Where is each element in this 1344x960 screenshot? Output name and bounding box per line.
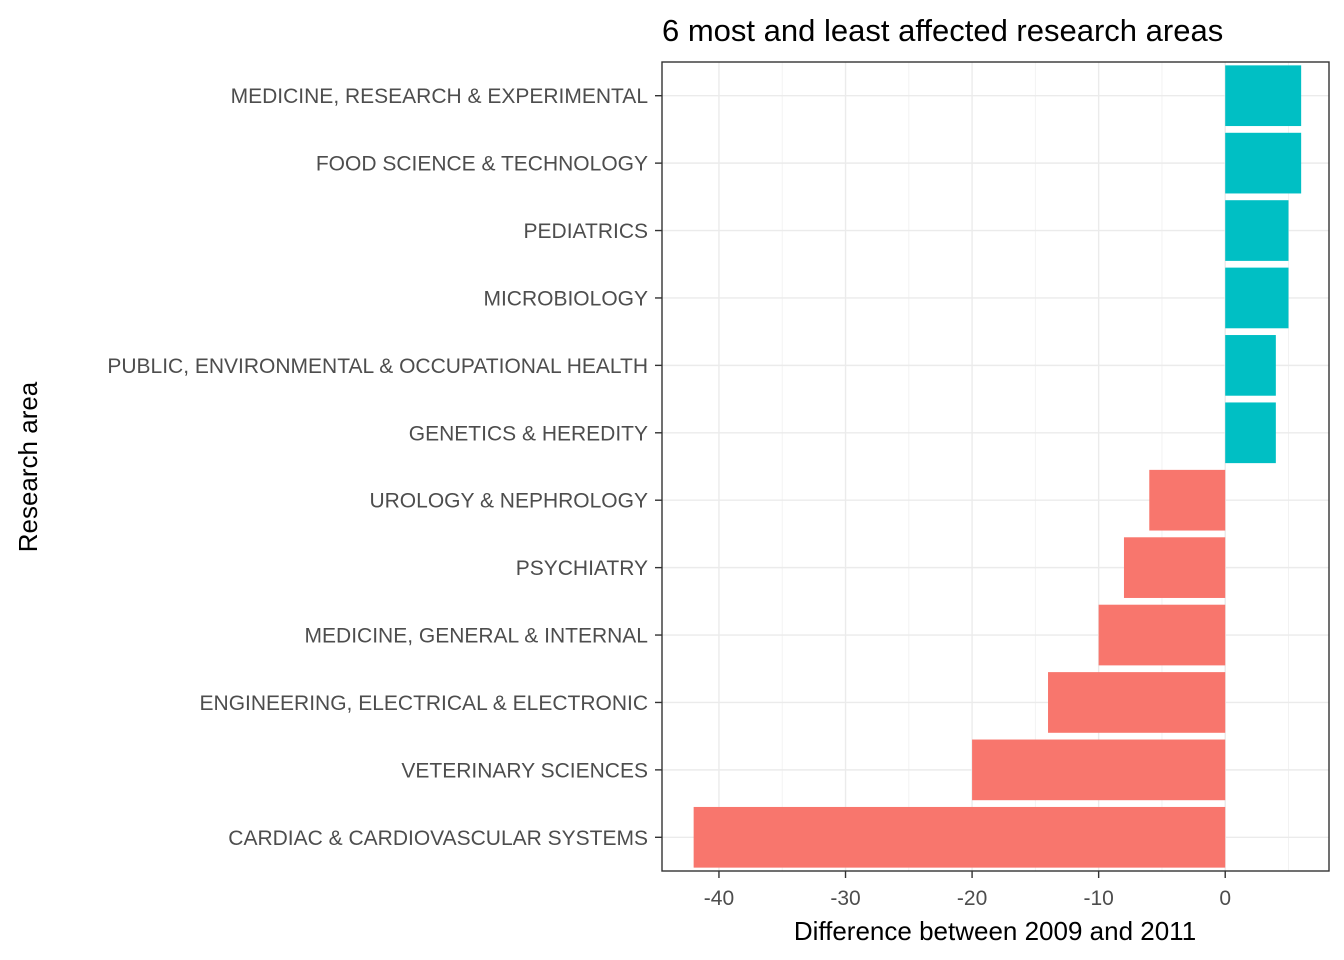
bar-8 xyxy=(1123,537,1226,598)
y-tick-label: UROLOGY & NEPHROLOGY xyxy=(369,490,648,513)
x-axis: -40 -30 -20 -10 0 xyxy=(704,871,1231,910)
x-tick-label: 0 xyxy=(1219,887,1231,910)
x-tick-label: -20 xyxy=(957,887,987,910)
bar-10 xyxy=(1048,672,1226,733)
y-tick-label: MEDICINE, RESEARCH & EXPERIMENTAL xyxy=(231,85,648,108)
y-axis: MEDICINE, RESEARCH & EXPERIMENTAL FOOD SC… xyxy=(107,85,662,850)
bar-1 xyxy=(1225,65,1302,127)
bar-4 xyxy=(1225,267,1289,329)
x-tick-label: -10 xyxy=(1083,887,1113,910)
bar-9 xyxy=(1098,604,1226,666)
bar-6 xyxy=(1225,402,1276,464)
chart-title: 6 most and least affected research areas xyxy=(662,13,1223,48)
y-tick-label: MICROBIOLOGY xyxy=(483,287,648,310)
y-tick-label: PUBLIC, ENVIRONMENTAL & OCCUPATIONAL HEA… xyxy=(107,355,648,378)
x-tick-label: -30 xyxy=(830,887,860,910)
x-axis-title: Difference between 2009 and 2011 xyxy=(794,916,1196,946)
y-tick-label: PSYCHIATRY xyxy=(516,557,648,580)
y-tick-label: FOOD SCIENCE & TECHNOLOGY xyxy=(316,153,648,176)
bar-3 xyxy=(1225,200,1289,261)
panel-border xyxy=(661,61,1330,872)
y-tick-label: VETERINARY SCIENCES xyxy=(401,759,648,782)
y-tick-label: MEDICINE, GENERAL & INTERNAL xyxy=(305,625,648,648)
bar-2 xyxy=(1225,132,1302,194)
bar-12 xyxy=(693,806,1226,868)
y-axis-title: Research area xyxy=(13,381,43,552)
bar-5 xyxy=(1225,335,1276,396)
y-tick-label: PEDIATRICS xyxy=(524,220,648,243)
y-tick-label: GENETICS & HEREDITY xyxy=(409,422,648,445)
bars xyxy=(693,65,1302,868)
y-tick-label: CARDIAC & CARDIOVASCULAR SYSTEMS xyxy=(228,827,648,850)
bar-11 xyxy=(972,739,1226,801)
x-tick-label: -40 xyxy=(704,887,734,910)
y-tick-label: ENGINEERING, ELECTRICAL & ELECTRONIC xyxy=(200,692,648,715)
bar-7 xyxy=(1149,469,1226,531)
